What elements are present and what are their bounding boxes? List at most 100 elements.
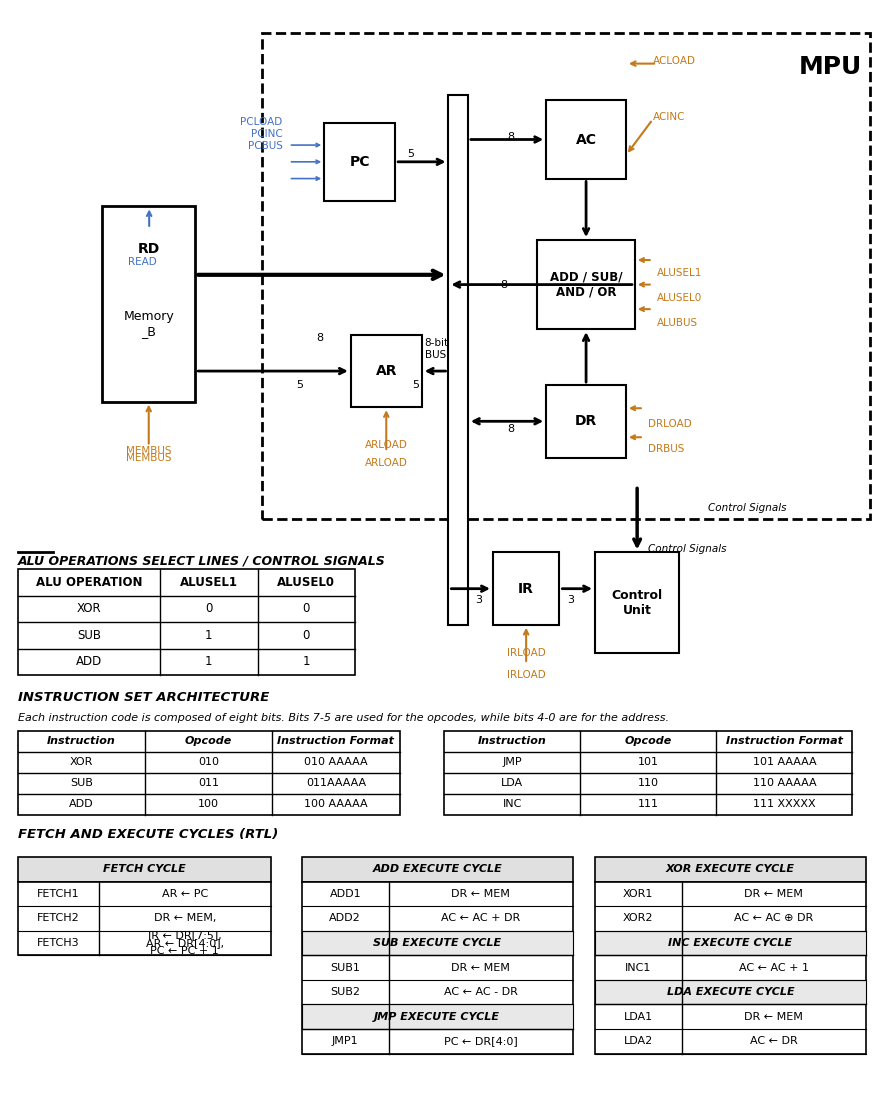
Text: INSTRUCTION SET ARCHITECTURE: INSTRUCTION SET ARCHITECTURE	[18, 691, 269, 704]
FancyBboxPatch shape	[18, 857, 271, 882]
Text: ALUSEL0: ALUSEL0	[657, 294, 702, 302]
Text: IRLOAD: IRLOAD	[507, 648, 546, 657]
Text: DR ← MEM: DR ← MEM	[744, 1012, 803, 1021]
Text: MEMBUS: MEMBUS	[126, 453, 171, 462]
Text: AC ← AC ⊕ DR: AC ← AC ⊕ DR	[734, 914, 813, 923]
Text: ACLOAD: ACLOAD	[653, 57, 695, 66]
FancyBboxPatch shape	[102, 206, 195, 402]
Text: AC ← DR: AC ← DR	[749, 1037, 797, 1046]
FancyBboxPatch shape	[595, 857, 866, 882]
Text: RD: RD	[138, 242, 160, 257]
Text: ADD: ADD	[69, 799, 94, 809]
Text: INC EXECUTE CYCLE: INC EXECUTE CYCLE	[669, 939, 792, 947]
Text: IR ← DR[7:5],: IR ← DR[7:5],	[148, 930, 222, 940]
Text: ADD: ADD	[75, 655, 102, 668]
Text: ADD1: ADD1	[329, 889, 361, 898]
FancyBboxPatch shape	[448, 95, 468, 625]
Text: JMP EXECUTE CYCLE: JMP EXECUTE CYCLE	[375, 1012, 500, 1021]
Text: 110: 110	[638, 778, 659, 788]
Text: DR ← MEM: DR ← MEM	[744, 889, 803, 898]
FancyBboxPatch shape	[302, 1004, 573, 1029]
Text: SUB: SUB	[70, 778, 93, 788]
Text: IR: IR	[519, 581, 534, 596]
FancyBboxPatch shape	[546, 100, 626, 179]
Text: ALU OPERATION: ALU OPERATION	[36, 576, 142, 589]
Text: Control Signals: Control Signals	[708, 503, 787, 512]
Text: 5: 5	[412, 381, 419, 389]
Text: 0: 0	[205, 603, 212, 615]
Text: 101: 101	[638, 758, 659, 768]
Text: 0: 0	[303, 603, 310, 615]
Text: 111 XXXXX: 111 XXXXX	[753, 799, 816, 809]
Text: Control Signals: Control Signals	[648, 545, 726, 554]
Text: XOR2: XOR2	[623, 914, 654, 923]
Text: 8: 8	[316, 334, 323, 343]
Text: 8: 8	[507, 424, 514, 433]
Text: INC: INC	[503, 799, 522, 809]
Text: Control
Unit: Control Unit	[612, 588, 662, 617]
Text: XOR1: XOR1	[623, 889, 654, 898]
Text: MPU: MPU	[798, 55, 862, 79]
FancyBboxPatch shape	[18, 569, 355, 675]
Text: ACINC: ACINC	[653, 113, 686, 122]
Text: 1: 1	[205, 629, 212, 642]
Text: Opcode: Opcode	[624, 737, 672, 747]
Text: MEMBUS: MEMBUS	[126, 446, 172, 455]
Text: DRBUS: DRBUS	[648, 444, 685, 453]
FancyBboxPatch shape	[537, 240, 635, 329]
Text: 011AAAAA: 011AAAAA	[305, 778, 366, 788]
FancyBboxPatch shape	[324, 123, 395, 201]
Text: 8: 8	[507, 133, 514, 142]
Text: 100: 100	[198, 799, 219, 809]
Text: LDA2: LDA2	[623, 1037, 653, 1046]
Text: 3: 3	[567, 596, 575, 605]
Text: DRLOAD: DRLOAD	[648, 420, 692, 429]
FancyBboxPatch shape	[302, 882, 573, 1054]
FancyBboxPatch shape	[18, 731, 400, 815]
Text: AC ← AC + DR: AC ← AC + DR	[441, 914, 520, 923]
FancyBboxPatch shape	[595, 882, 866, 1054]
Text: FETCH3: FETCH3	[37, 939, 80, 947]
Text: 010 AAAAA: 010 AAAAA	[305, 758, 368, 768]
Text: FETCH2: FETCH2	[37, 914, 80, 923]
FancyBboxPatch shape	[302, 931, 573, 955]
Text: DR ← MEM: DR ← MEM	[451, 963, 510, 972]
Text: LDA: LDA	[501, 778, 523, 788]
Text: Instruction Format: Instruction Format	[277, 737, 394, 747]
Text: DR ← MEM: DR ← MEM	[451, 889, 510, 898]
Text: AR: AR	[376, 364, 397, 378]
Text: 3: 3	[475, 596, 482, 605]
Text: SUB2: SUB2	[330, 988, 361, 997]
Text: 101 AAAAA: 101 AAAAA	[753, 758, 816, 768]
FancyBboxPatch shape	[351, 335, 422, 407]
FancyBboxPatch shape	[302, 857, 573, 882]
Text: JMP: JMP	[503, 758, 522, 768]
Text: SUB: SUB	[76, 629, 101, 642]
Text: ARLOAD: ARLOAD	[365, 459, 408, 468]
Text: 100 AAAAA: 100 AAAAA	[305, 799, 368, 809]
Text: 110 AAAAA: 110 AAAAA	[753, 778, 816, 788]
Text: DR: DR	[575, 414, 598, 429]
Text: ALUSEL1: ALUSEL1	[179, 576, 238, 589]
FancyBboxPatch shape	[493, 552, 559, 625]
Text: 5: 5	[407, 150, 414, 158]
Text: Instruction: Instruction	[47, 737, 115, 747]
Text: DR ← MEM,: DR ← MEM,	[154, 914, 216, 923]
Text: 011: 011	[198, 778, 219, 788]
Text: READ: READ	[128, 258, 156, 267]
FancyBboxPatch shape	[546, 385, 626, 458]
FancyBboxPatch shape	[595, 552, 679, 653]
Text: 8: 8	[500, 280, 507, 289]
Text: ALUSEL1: ALUSEL1	[657, 269, 702, 278]
Text: 8-bit
BUS: 8-bit BUS	[424, 338, 448, 359]
Text: AC: AC	[575, 133, 597, 146]
Text: ADD EXECUTE CYCLE: ADD EXECUTE CYCLE	[372, 865, 503, 874]
Text: ALU OPERATIONS SELECT LINES / CONTROL SIGNALS: ALU OPERATIONS SELECT LINES / CONTROL SI…	[18, 555, 385, 568]
Text: PC ← PC + 1: PC ← PC + 1	[150, 946, 219, 956]
Text: ALUSEL0: ALUSEL0	[277, 576, 336, 589]
Text: 1: 1	[303, 655, 310, 668]
Text: Opcode: Opcode	[185, 737, 233, 747]
Text: XOR: XOR	[76, 603, 101, 615]
FancyBboxPatch shape	[18, 882, 271, 955]
FancyBboxPatch shape	[444, 731, 852, 815]
